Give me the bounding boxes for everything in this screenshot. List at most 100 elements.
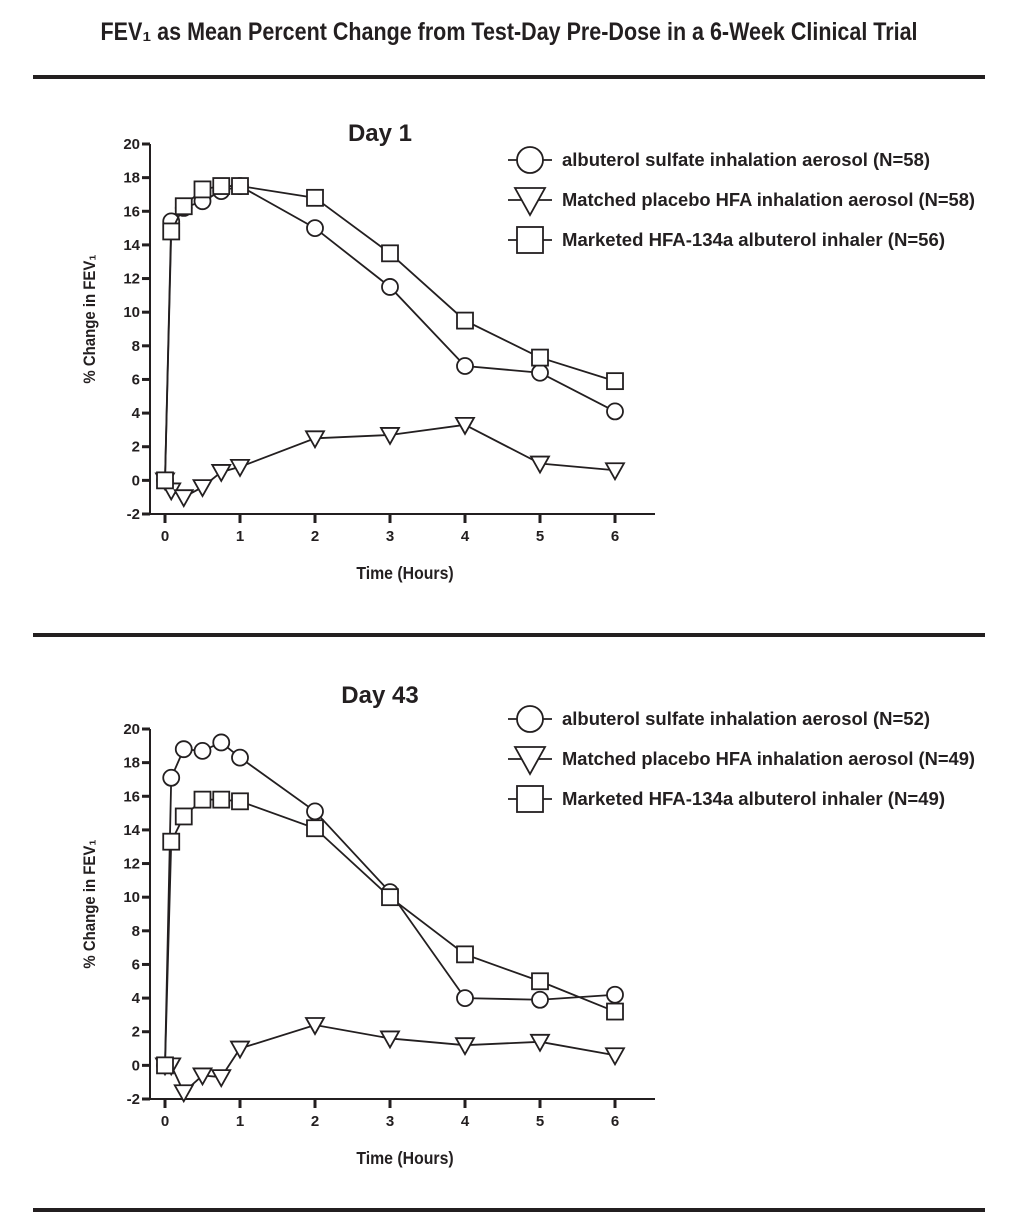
page-title: FEV₁ as Mean Percent Change from Test-Da… bbox=[100, 18, 918, 46]
data-point bbox=[529, 455, 551, 475]
y-tick-label: -2 bbox=[127, 506, 140, 523]
data-point bbox=[162, 768, 181, 787]
chart-title: Day 1 bbox=[348, 120, 412, 147]
data-point bbox=[456, 311, 474, 330]
data-point bbox=[381, 278, 399, 296]
y-tick-label: 2 bbox=[132, 1024, 140, 1041]
y-axis-label: % Change in FEV₁ bbox=[81, 254, 99, 383]
divider-middle bbox=[33, 633, 985, 637]
data-point bbox=[162, 222, 181, 241]
data-point bbox=[174, 197, 193, 216]
legend-label: Matched placebo HFA inhalation aerosol (… bbox=[562, 749, 975, 769]
y-tick-label: 6 bbox=[132, 956, 140, 973]
y-tick-label: 4 bbox=[132, 405, 141, 422]
x-tick-label: 5 bbox=[536, 1113, 544, 1130]
y-tick-label: 14 bbox=[123, 822, 140, 839]
y-tick-label: 8 bbox=[132, 338, 140, 355]
y-tick-label: 0 bbox=[132, 472, 140, 489]
x-tick-label: 0 bbox=[161, 528, 169, 545]
data-point bbox=[604, 1047, 626, 1067]
data-point bbox=[304, 1017, 326, 1036]
x-tick-label: 2 bbox=[311, 1113, 319, 1130]
legend-label: Marketed HFA-134a albuterol inhaler (N=5… bbox=[562, 230, 945, 250]
x-axis-label: Time (Hours) bbox=[356, 1148, 453, 1168]
data-point bbox=[604, 462, 626, 482]
data-point bbox=[531, 972, 549, 991]
data-point bbox=[156, 471, 174, 490]
data-point bbox=[306, 188, 324, 207]
data-point bbox=[381, 244, 399, 263]
chart-title: Day 43 bbox=[341, 682, 418, 709]
data-point bbox=[212, 177, 231, 195]
x-tick-label: 3 bbox=[386, 528, 394, 545]
data-point bbox=[212, 790, 231, 809]
data-point bbox=[210, 1069, 232, 1088]
data-point bbox=[231, 748, 249, 767]
data-point bbox=[454, 1037, 476, 1057]
data-point bbox=[456, 357, 474, 375]
data-point bbox=[306, 819, 324, 838]
data-point bbox=[191, 479, 214, 498]
data-point bbox=[379, 427, 401, 446]
x-tick-label: 6 bbox=[611, 1113, 619, 1130]
legend-label: albuterol sulfate inhalation aerosol (N=… bbox=[562, 150, 930, 170]
data-point bbox=[606, 402, 624, 421]
data-point bbox=[531, 348, 549, 367]
data-point bbox=[193, 180, 212, 199]
data-point bbox=[162, 832, 181, 851]
data-point bbox=[191, 1067, 214, 1087]
x-tick-label: 2 bbox=[311, 528, 319, 545]
data-point bbox=[173, 489, 195, 509]
legend-marker-circle bbox=[516, 705, 544, 733]
x-tick-label: 1 bbox=[236, 1113, 244, 1130]
data-point bbox=[381, 888, 399, 907]
data-point bbox=[174, 740, 193, 759]
y-tick-label: 14 bbox=[123, 237, 140, 254]
y-tick-label: 10 bbox=[123, 304, 140, 321]
data-point bbox=[529, 1033, 551, 1053]
y-tick-label: 10 bbox=[123, 889, 140, 906]
y-tick-label: 6 bbox=[132, 371, 140, 388]
y-tick-label: 4 bbox=[132, 990, 141, 1007]
x-axis-label: Time (Hours) bbox=[356, 563, 453, 583]
legend-label: albuterol sulfate inhalation aerosol (N=… bbox=[562, 709, 930, 729]
x-tick-label: 4 bbox=[461, 528, 470, 545]
data-point bbox=[531, 363, 549, 382]
x-tick-label: 0 bbox=[161, 1113, 169, 1130]
data-point bbox=[456, 989, 474, 1007]
legend-marker-triangle-down bbox=[513, 187, 547, 217]
data-point bbox=[229, 459, 251, 478]
series-line bbox=[164, 798, 616, 1066]
data-point bbox=[606, 1002, 624, 1021]
y-tick-label: 20 bbox=[123, 136, 140, 153]
x-tick-label: 6 bbox=[611, 528, 619, 545]
x-tick-label: 3 bbox=[386, 1113, 394, 1130]
y-tick-label: 16 bbox=[123, 788, 140, 805]
data-point bbox=[193, 741, 212, 760]
data-point bbox=[531, 990, 549, 1009]
data-point bbox=[193, 790, 212, 809]
y-tick-label: 12 bbox=[123, 856, 140, 873]
data-point bbox=[456, 945, 474, 964]
y-tick-label: 20 bbox=[123, 721, 140, 738]
divider-top bbox=[33, 75, 985, 79]
y-tick-label: 18 bbox=[123, 755, 140, 772]
data-point bbox=[306, 219, 324, 237]
y-tick-label: -2 bbox=[127, 1091, 140, 1108]
series-square bbox=[156, 177, 624, 490]
legend-marker-square bbox=[516, 226, 544, 254]
data-point bbox=[304, 430, 326, 450]
data-point bbox=[156, 1056, 174, 1075]
y-axis-label: % Change in FEV₁ bbox=[81, 839, 99, 968]
data-point bbox=[231, 177, 249, 195]
x-tick-label: 5 bbox=[536, 528, 544, 545]
y-tick-label: 16 bbox=[123, 203, 140, 220]
data-point bbox=[229, 1040, 251, 1060]
legend-marker-square bbox=[516, 785, 544, 813]
x-tick-label: 4 bbox=[461, 1113, 470, 1130]
divider-bottom bbox=[33, 1208, 985, 1212]
x-tick-label: 1 bbox=[236, 528, 244, 545]
